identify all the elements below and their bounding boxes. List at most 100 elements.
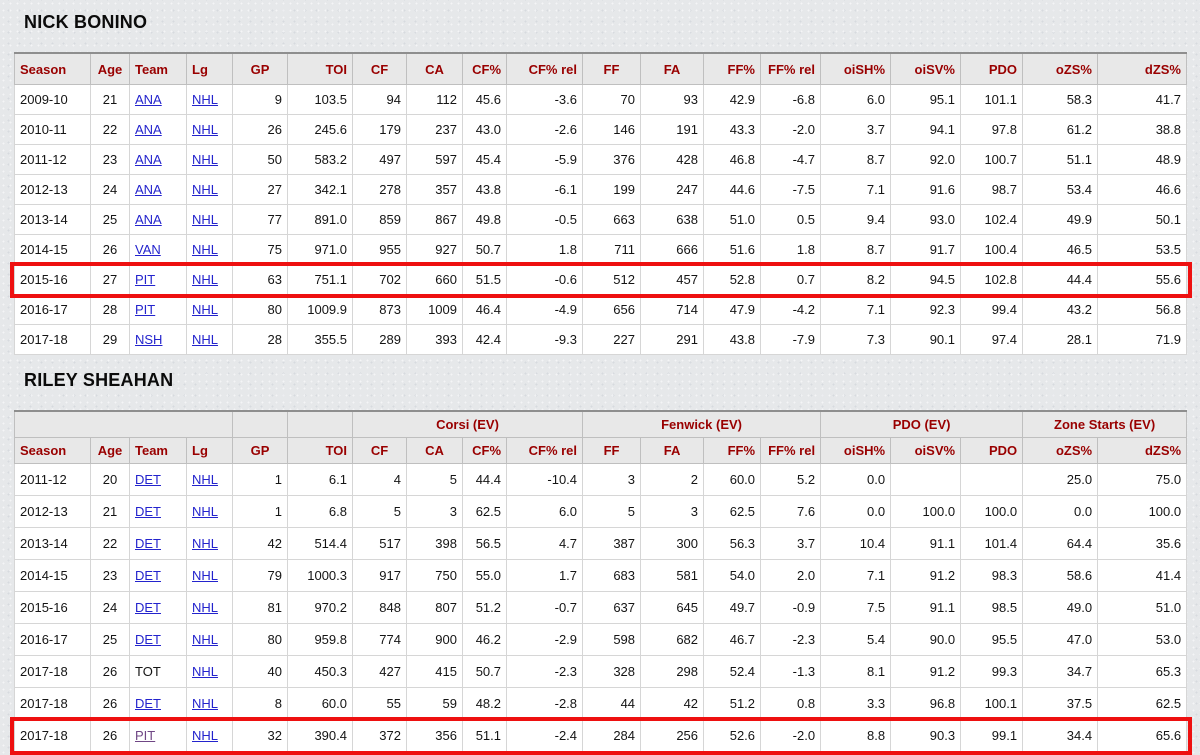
stat-dzspct: 65.3 bbox=[1097, 655, 1188, 688]
stat-dzspct: 51.0 bbox=[1097, 591, 1188, 624]
team-link[interactable]: DET bbox=[135, 696, 161, 711]
stat-ffpct: 46.7 bbox=[703, 623, 762, 656]
stat-fa: 457 bbox=[640, 264, 704, 295]
col-header-cf: CF bbox=[352, 437, 407, 464]
stat-ozspct: 25.0 bbox=[1022, 463, 1099, 496]
league-link[interactable]: NHL bbox=[192, 302, 219, 317]
stat-ffpct: 49.7 bbox=[703, 591, 762, 624]
stat-gp: 81 bbox=[232, 591, 288, 624]
league-link[interactable]: NHL bbox=[192, 332, 219, 347]
league-cell: NHL bbox=[186, 719, 233, 752]
season-row: 2014-15 26 VAN NHL 75 971.0 955 927 50.7 1.8 711 66… bbox=[14, 234, 1187, 265]
league-link[interactable]: NHL bbox=[192, 568, 219, 583]
stat-toi: 971.0 bbox=[287, 234, 353, 265]
season-cell: 2012-13 bbox=[14, 174, 91, 205]
stat-dzspct: 65.6 bbox=[1097, 719, 1188, 752]
stat-dzspct: 46.6 bbox=[1097, 174, 1187, 205]
stat-ca: 112 bbox=[406, 84, 463, 115]
team-cell: DET bbox=[129, 559, 187, 592]
stat-ca: 415 bbox=[406, 655, 463, 688]
stat-cfpct-rel: 1.7 bbox=[505, 559, 584, 592]
league-link[interactable]: NHL bbox=[192, 152, 219, 167]
season-cell: 2011-12 bbox=[14, 144, 91, 175]
stat-ff: 199 bbox=[582, 174, 641, 205]
team-link[interactable]: ANA bbox=[135, 182, 162, 197]
league-link[interactable]: NHL bbox=[192, 632, 219, 647]
stat-cfpct: 46.2 bbox=[462, 623, 507, 656]
stat-oishpct: 9.4 bbox=[820, 204, 891, 235]
stat-fa: 42 bbox=[640, 687, 705, 720]
stat-cfpct: 43.0 bbox=[462, 114, 507, 145]
league-link[interactable]: NHL bbox=[192, 242, 219, 257]
stat-fa: 298 bbox=[640, 655, 705, 688]
stat-toi: 60.0 bbox=[287, 687, 353, 720]
league-link[interactable]: NHL bbox=[192, 212, 219, 227]
team-link[interactable]: PIT bbox=[135, 728, 156, 743]
league-link[interactable]: NHL bbox=[192, 182, 219, 197]
team-link[interactable]: DET bbox=[135, 536, 161, 551]
stat-gp: 40 bbox=[232, 655, 288, 688]
season-cell: 2013-14 bbox=[14, 527, 91, 560]
stat-oishpct: 8.2 bbox=[820, 264, 891, 295]
age-cell: 29 bbox=[90, 324, 130, 355]
team-link[interactable]: DET bbox=[135, 472, 161, 487]
team-link[interactable]: PIT bbox=[135, 272, 156, 287]
season-cell: 2009-10 bbox=[14, 84, 91, 115]
stat-cfpct: 45.6 bbox=[462, 84, 507, 115]
team-cell: ANA bbox=[129, 114, 187, 145]
stat-cfpct-rel: -0.5 bbox=[506, 204, 583, 235]
league-link[interactable]: NHL bbox=[192, 504, 219, 519]
team-link[interactable]: NSH bbox=[135, 332, 163, 347]
col-header-gp: GP bbox=[232, 437, 288, 464]
league-link[interactable]: NHL bbox=[192, 696, 219, 711]
col-header-ffpct: FF% bbox=[703, 437, 762, 464]
stat-ffpct: 43.3 bbox=[703, 114, 761, 145]
age-cell: 26 bbox=[90, 687, 130, 720]
league-link[interactable]: NHL bbox=[192, 92, 219, 107]
team-link[interactable]: DET bbox=[135, 600, 161, 615]
age-cell: 24 bbox=[90, 591, 130, 624]
stat-ff: 512 bbox=[582, 264, 641, 295]
stat-ffpct: 52.6 bbox=[703, 719, 762, 752]
stat-oishpct: 10.4 bbox=[820, 527, 892, 560]
season-row-highlighted: 2015-16 27 PIT NHL 63 751.1 702 660 51.5 -0.6 512 4… bbox=[14, 264, 1187, 295]
stat-ffpct: 51.0 bbox=[703, 204, 761, 235]
league-link[interactable]: NHL bbox=[192, 122, 219, 137]
team-link[interactable]: DET bbox=[135, 632, 161, 647]
season-row: 2016-17 25 DET NHL 80 959.8 774 900 46.2 -2.9 598 6… bbox=[14, 623, 1188, 656]
team-link[interactable]: DET bbox=[135, 504, 161, 519]
stat-cfpct: 46.4 bbox=[462, 294, 507, 325]
stat-ff: 683 bbox=[582, 559, 642, 592]
col-header-ffpct: FF% bbox=[703, 52, 761, 85]
stat-pdo: 97.8 bbox=[960, 114, 1023, 145]
col-header-ca: CA bbox=[406, 52, 463, 85]
age-cell: 25 bbox=[90, 623, 130, 656]
stat-toi: 1009.9 bbox=[287, 294, 353, 325]
age-cell: 26 bbox=[90, 655, 130, 688]
team-link[interactable]: ANA bbox=[135, 122, 162, 137]
col-header-ozspct: oZS% bbox=[1022, 52, 1098, 85]
stat-oisvpct: 94.5 bbox=[890, 264, 961, 295]
team-link[interactable]: DET bbox=[135, 568, 161, 583]
league-link[interactable]: NHL bbox=[192, 472, 219, 487]
team-link[interactable]: ANA bbox=[135, 92, 162, 107]
stat-ff: 146 bbox=[582, 114, 641, 145]
league-link[interactable]: NHL bbox=[192, 664, 219, 679]
team-link[interactable]: ANA bbox=[135, 152, 162, 167]
team-link[interactable]: PIT bbox=[135, 302, 156, 317]
stat-cfpct-rel: -5.9 bbox=[506, 144, 583, 175]
league-link[interactable]: NHL bbox=[192, 600, 219, 615]
league-link[interactable]: NHL bbox=[192, 272, 219, 287]
league-cell: NHL bbox=[186, 623, 233, 656]
stat-oisvpct: 93.0 bbox=[890, 204, 961, 235]
season-row: 2013-14 22 DET NHL 42 514.4 517 398 56.5 4.7 387 30… bbox=[14, 527, 1188, 560]
team-link[interactable]: ANA bbox=[135, 212, 162, 227]
age-cell: 25 bbox=[90, 204, 130, 235]
league-link[interactable]: NHL bbox=[192, 536, 219, 551]
league-link[interactable]: NHL bbox=[192, 728, 219, 743]
stat-cfpct-rel: -3.6 bbox=[506, 84, 583, 115]
stat-oisvpct: 91.2 bbox=[890, 559, 962, 592]
stat-cf: 289 bbox=[352, 324, 407, 355]
league-cell: NHL bbox=[186, 234, 233, 265]
team-link[interactable]: VAN bbox=[135, 242, 161, 257]
